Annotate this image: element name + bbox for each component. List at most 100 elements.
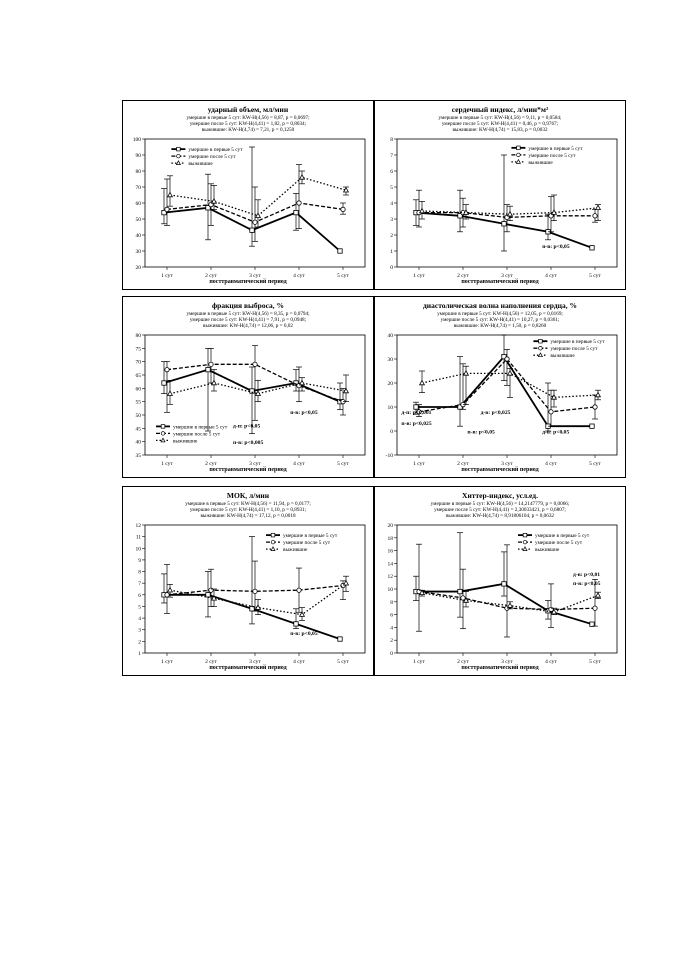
x-tick-label: 2 сут <box>457 659 469 665</box>
data-point <box>298 379 306 386</box>
plot-frame <box>396 138 618 268</box>
data-point <box>337 636 343 642</box>
y-tick-label: 75 <box>136 346 142 352</box>
x-tick-label: 3 сут <box>501 659 513 665</box>
x-tick-label: 5 сут <box>589 659 601 665</box>
data-point <box>592 404 598 410</box>
significance-annotation: п-в: p<0,005 <box>233 440 263 446</box>
data-point <box>249 227 255 233</box>
data-point <box>462 597 470 603</box>
x-axis-label: посттравматический период <box>461 279 539 285</box>
x-tick-label: 4 сут <box>293 461 305 467</box>
series-group <box>166 575 350 621</box>
y-tick-label: 12 <box>136 523 142 529</box>
x-tick-label: 3 сут <box>249 461 261 467</box>
y-tick-label: 80 <box>136 333 142 339</box>
y-tick-label: 6 <box>390 613 393 619</box>
data-point <box>205 592 211 598</box>
data-point <box>548 409 554 415</box>
y-tick-label: -10 <box>386 453 394 459</box>
legend-marker <box>537 352 543 358</box>
x-tick-label: 4 сут <box>293 659 305 665</box>
y-tick-label: 45 <box>136 426 142 432</box>
legend-marker <box>515 158 521 164</box>
data-point <box>418 379 426 386</box>
series-group <box>164 164 346 242</box>
significance-annotation: п-в: p<0,025 <box>401 421 431 427</box>
y-tick-label: 1 <box>138 651 141 657</box>
x-tick-label: 5 сут <box>589 273 601 279</box>
data-point <box>413 404 419 410</box>
y-tick-label: 10 <box>388 405 394 411</box>
legend-label: умершие после 5 сут <box>188 154 236 160</box>
chart-panel-stroke-volume: ударный объем, мл/мин умершие в первые 5… <box>122 100 374 290</box>
legend-marker <box>522 539 528 545</box>
series-group <box>161 536 343 642</box>
legend-label: умершие в первые 5 сут <box>283 533 338 539</box>
x-tick-label: 1 сут <box>161 461 173 467</box>
data-point <box>293 210 299 216</box>
legend-marker <box>270 546 276 551</box>
y-tick-label: 20 <box>388 523 394 529</box>
stats-line: умершие в первые 5 сут: KW-H(4,56) = 8,8… <box>186 115 310 121</box>
data-point <box>418 207 426 214</box>
x-tick-label: 3 сут <box>501 461 513 467</box>
y-tick-label: 100 <box>133 137 142 143</box>
significance-annotation: п-в: p<0,05 <box>290 631 318 637</box>
y-tick-label: 80 <box>136 169 142 175</box>
data-point <box>462 209 470 215</box>
significance-annotation: д-в: p<0,05 <box>542 429 569 435</box>
significance-annotation: п-в: p<0,05 <box>467 429 495 435</box>
legend-label: умершие после 5 сут <box>173 431 221 437</box>
legend-label: умершие после 5 сут <box>550 346 598 352</box>
y-tick-label: 90 <box>136 153 142 159</box>
stats-line: выжившие: KW-H(4,74) = 7,21, p = 0,1250 <box>201 127 295 134</box>
data-point <box>342 387 350 394</box>
series-group <box>164 560 346 614</box>
significance-annotation: п-в: p<0,05 <box>290 410 318 416</box>
x-tick-label: 5 сут <box>337 461 349 467</box>
data-point <box>416 409 422 415</box>
data-point <box>550 393 558 400</box>
y-tick-label: 14 <box>388 561 394 567</box>
y-tick-label: 10 <box>388 587 394 593</box>
stats-line: умершие в первые 5 сут: KW-H(4,56) = 9,1… <box>438 115 562 121</box>
legend-label: выжившие <box>528 160 553 166</box>
stats-line: умершие после 5 сут: KW-H(4,41) = 1,10, … <box>189 507 307 514</box>
y-tick-label: 16 <box>388 549 394 555</box>
series-group <box>413 154 595 252</box>
chart-title: ударный объем, мл/мин <box>207 105 289 114</box>
chart-stats: умершие в первые 5 сут: KW-H(4,56) = 12,… <box>375 311 625 330</box>
x-tick-label: 1 сут <box>161 659 173 665</box>
y-tick-label: 65 <box>136 373 142 379</box>
data-point <box>166 586 174 593</box>
data-point <box>592 605 598 611</box>
x-tick-label: 2 сут <box>205 273 217 279</box>
chart-title: Хиттер-индекс, усл.ед. <box>462 491 538 500</box>
legend-label: выжившие <box>173 438 198 444</box>
data-point <box>249 388 255 394</box>
legend-label: умершие в первые 5 сут <box>528 146 583 152</box>
stats-line: выжившие: KW-H(4,74) = 12,06, p = 0,02 <box>203 323 293 330</box>
series-group <box>418 365 602 408</box>
x-tick-label: 3 сут <box>249 273 261 279</box>
data-point <box>208 361 214 367</box>
data-point <box>594 391 602 398</box>
legend-label: умершие в первые 5 сут <box>188 147 243 153</box>
y-tick-label: 70 <box>136 185 142 191</box>
data-point <box>594 204 602 210</box>
series-group <box>161 146 343 254</box>
data-point <box>210 594 218 601</box>
legend-marker <box>175 160 181 165</box>
y-tick-label: 3 <box>390 217 393 223</box>
data-point <box>166 191 174 198</box>
data-point <box>164 206 170 213</box>
data-point <box>592 213 598 219</box>
legend-label: выжившие <box>550 353 575 359</box>
stats-line: умершие после 5 сут: KW-H(4,41) = 2,3003… <box>434 507 566 514</box>
data-point <box>462 369 470 376</box>
data-point <box>254 390 262 396</box>
